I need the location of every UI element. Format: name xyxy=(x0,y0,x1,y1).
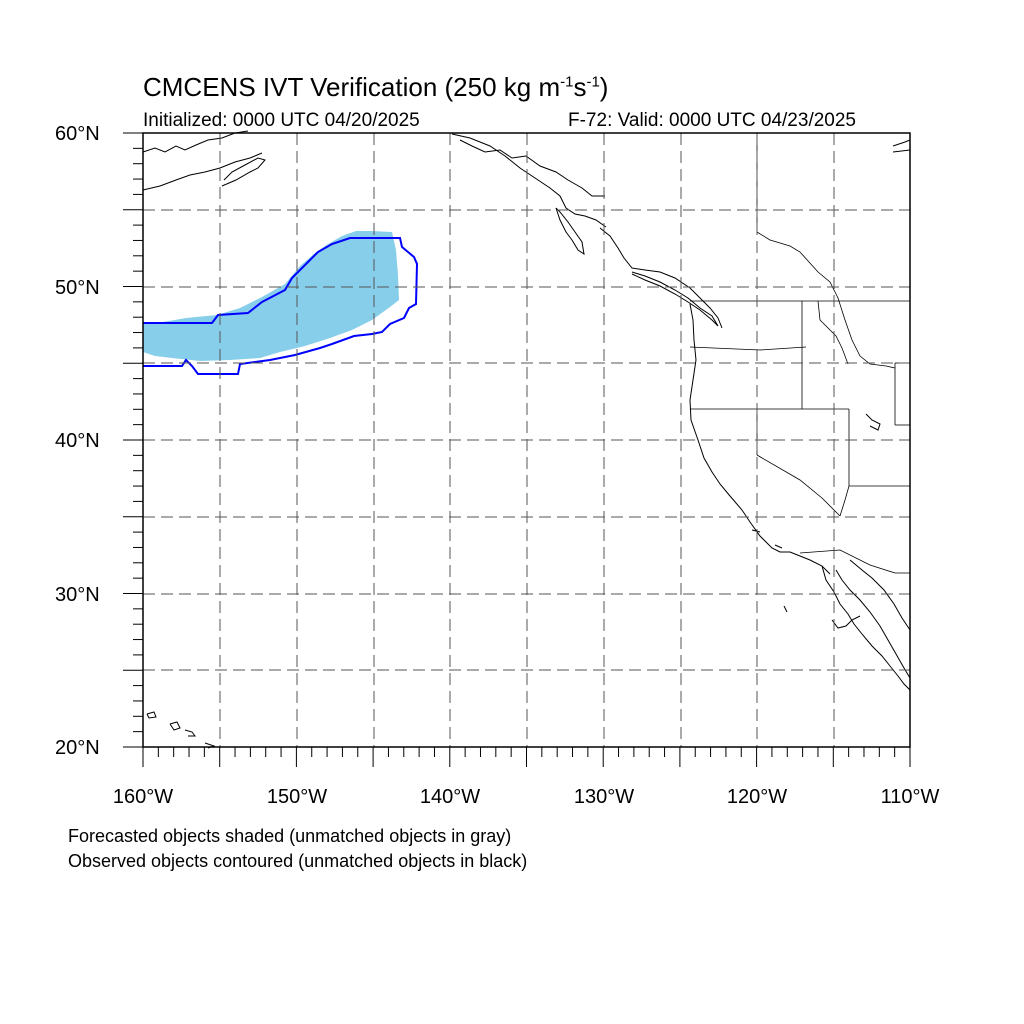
axis-ticks xyxy=(123,132,911,767)
initialized-time: Initialized: 0000 UTC 04/20/2025 xyxy=(143,110,420,131)
valid-time: F-72: Valid: 0000 UTC 04/23/2025 xyxy=(568,110,856,131)
lat-label-20n: 20°N xyxy=(55,737,100,759)
coastlines xyxy=(142,130,911,749)
lat-label-60n: 60°N xyxy=(55,123,100,145)
lon-label-110w: 110°W xyxy=(880,786,940,808)
footer-forecast-note: Forecasted objects shaded (unmatched obj… xyxy=(68,826,512,846)
plot-title: CMCENS IVT Verification (250 kg m-1s-1) xyxy=(143,72,609,102)
lat-label-40n: 40°N xyxy=(55,430,100,452)
forecast-object-shading xyxy=(143,231,399,361)
lon-label-160w: 160°W xyxy=(112,786,174,808)
political-borders xyxy=(689,134,910,574)
graticule xyxy=(143,133,910,747)
lon-label-140w: 140°W xyxy=(419,786,481,808)
lon-label-120w: 120°W xyxy=(726,786,788,808)
lat-label-50n: 50°N xyxy=(55,277,100,299)
observed-object-contour xyxy=(143,237,419,375)
lon-label-130w: 130°W xyxy=(573,786,635,808)
lon-label-150w: 150°W xyxy=(266,786,328,808)
footer-observed-note: Observed objects contoured (unmatched ob… xyxy=(68,851,528,871)
lat-label-30n: 30°N xyxy=(55,584,100,606)
